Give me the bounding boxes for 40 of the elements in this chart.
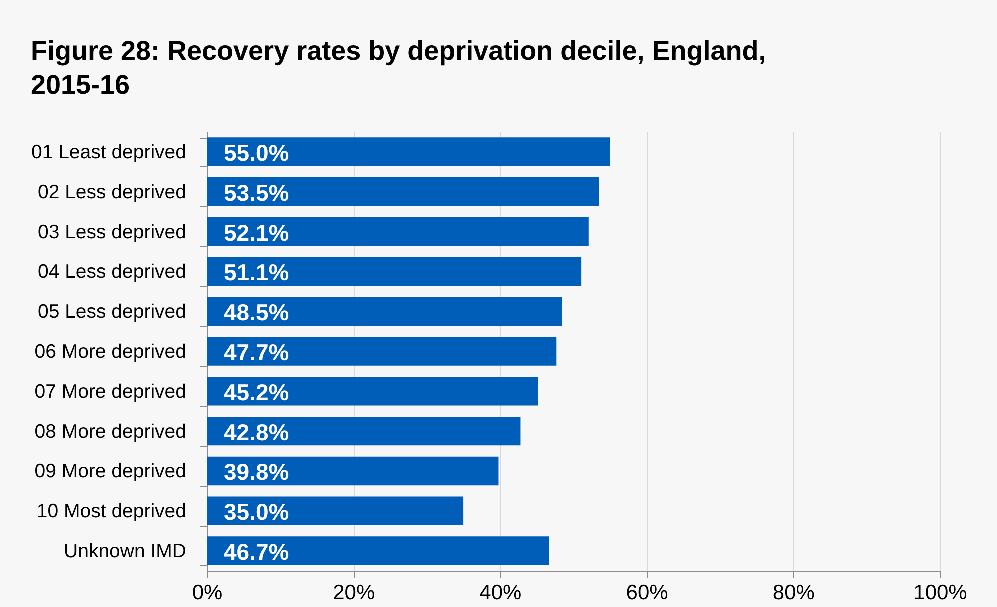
x-tick-label: 40%	[480, 582, 522, 604]
bar	[207, 536, 550, 566]
y-tick-label: 07 More deprived	[34, 380, 186, 403]
data-label: 45.2%	[224, 379, 290, 406]
bar	[207, 496, 464, 526]
y-tick-label: 04 Less deprived	[38, 261, 186, 284]
data-label: 39.8%	[224, 459, 290, 486]
bar	[207, 257, 582, 286]
bar	[207, 217, 589, 246]
x-tick-label: 20%	[333, 582, 376, 604]
bar	[207, 177, 600, 206]
bar	[207, 337, 557, 366]
data-label: 47.7%	[224, 340, 290, 366]
y-tick-label: 10 Most deprived	[36, 500, 186, 523]
x-tick-label: 0%	[192, 582, 223, 604]
data-label: 46.7%	[224, 539, 290, 566]
y-tick-label: 03 Less deprived	[38, 221, 186, 244]
y-tick-label: 02 Less deprived	[38, 181, 186, 204]
data-label: 42.8%	[224, 419, 290, 446]
y-tick-label: 09 More deprived	[34, 460, 186, 483]
x-tick-label: 100%	[914, 582, 968, 604]
data-label: 53.5%	[224, 180, 290, 206]
bar	[207, 377, 538, 406]
data-label: 35.0%	[224, 499, 290, 526]
y-tick-label: 05 Less deprived	[38, 301, 186, 324]
data-label: 51.1%	[224, 260, 290, 286]
chart-title: Figure 28: Recovery rates by deprivation decile, England, 2015-16	[30, 36, 766, 100]
bar	[207, 456, 499, 486]
data-label: 55.0%	[224, 140, 290, 166]
x-tick-label: 80%	[772, 582, 815, 604]
bar	[207, 416, 521, 446]
y-tick-label: 06 More deprived	[34, 341, 186, 363]
data-label: 48.5%	[224, 300, 290, 326]
y-tick-label: Unknown IMD	[64, 540, 186, 563]
data-label: 52.1%	[224, 220, 290, 246]
y-tick-label: 08 More deprived	[34, 420, 186, 443]
y-tick-label: 01 Least deprived	[31, 141, 186, 164]
bar	[207, 138, 610, 166]
bar	[207, 297, 563, 326]
x-tick-label: 60%	[626, 582, 668, 604]
